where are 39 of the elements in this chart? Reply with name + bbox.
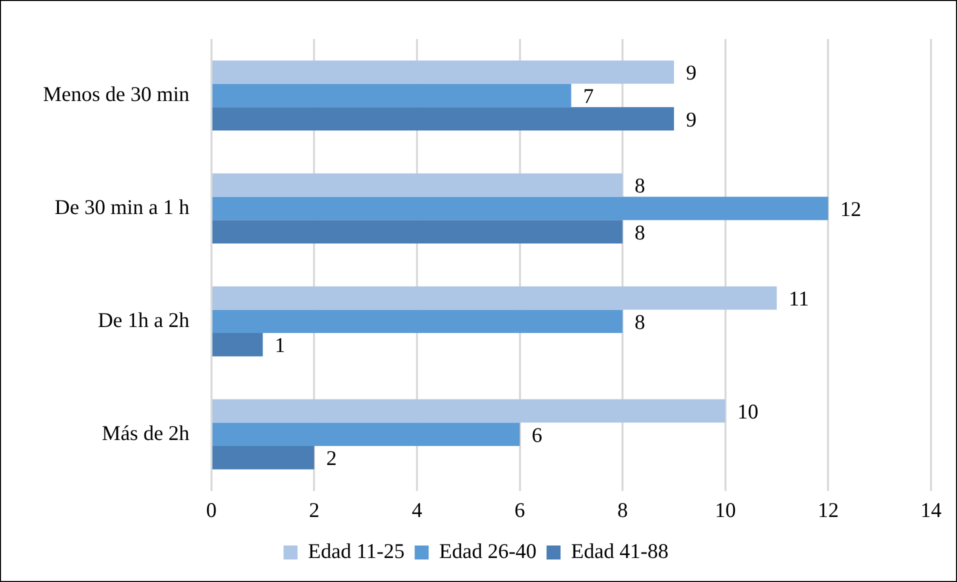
bar (212, 107, 674, 130)
data-label: 6 (532, 422, 542, 447)
x-tick-label: 6 (514, 498, 526, 522)
bar (212, 286, 777, 310)
data-label: 9 (686, 107, 696, 132)
bar (212, 422, 520, 446)
bar (212, 84, 572, 108)
bar (212, 60, 674, 84)
x-tick-label: 8 (617, 498, 628, 522)
x-tick-label: 12 (818, 498, 839, 522)
x-tick-label: 10 (714, 498, 736, 522)
data-label: 8 (634, 310, 646, 334)
data-label: 11 (788, 286, 810, 311)
bar (212, 173, 623, 197)
x-tick-label: 2 (308, 498, 320, 522)
bar (212, 310, 623, 334)
data-label: 9 (686, 60, 696, 85)
x-tick-label: 14 (920, 498, 942, 522)
bar (212, 446, 314, 470)
data-label: 7 (583, 84, 594, 108)
x-tick-label: 0 (206, 498, 217, 522)
bar (212, 220, 623, 244)
y-tick-label: De 1h a 2h (98, 308, 190, 332)
data-label: 8 (634, 220, 646, 244)
y-tick-label: Más de 2h (102, 420, 190, 445)
data-label: 8 (634, 174, 646, 198)
y-tick-label: De 30 min a 1 h (54, 194, 190, 219)
y-tick-label: Menos de 30 min (43, 82, 190, 106)
bar (212, 333, 263, 356)
data-label: 1 (274, 333, 286, 358)
legend-label: Edad 11-25 (308, 539, 405, 564)
bar (212, 399, 726, 423)
x-tick-label: 4 (412, 498, 423, 522)
data-label: 10 (737, 400, 758, 424)
data-label: 2 (326, 446, 337, 470)
legend-label: Edad 26-40 (439, 539, 537, 564)
legend-label: Edad 41-88 (571, 539, 668, 564)
bar (212, 196, 828, 220)
data-label: 12 (840, 196, 862, 221)
